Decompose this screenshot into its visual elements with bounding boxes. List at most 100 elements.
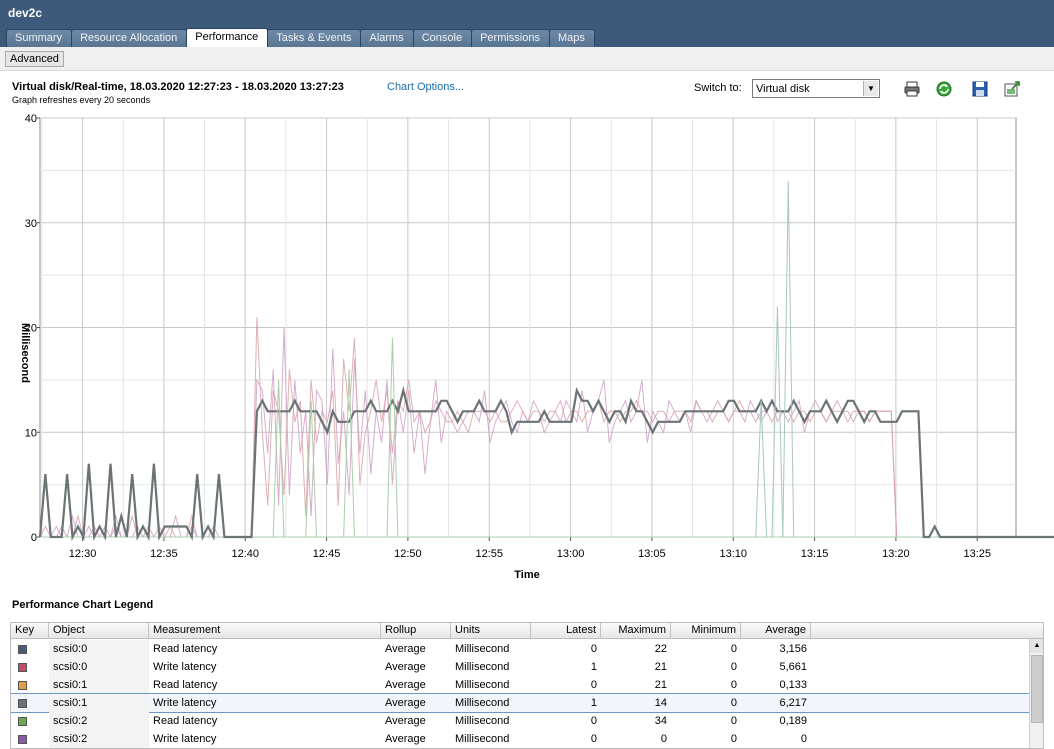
column-header-latest[interactable]: Latest <box>531 623 601 639</box>
legend-cell-latest: 1 <box>590 697 597 709</box>
tab-strip: Summary Resource Allocation Performance Tas… <box>6 28 595 47</box>
x-tick-label: 12:50 <box>394 548 422 560</box>
series-spike <box>782 180 795 538</box>
legend-row[interactable]: scsi0:0 Read latency Average Millisecond 0 22… <box>11 640 1029 658</box>
save-icon[interactable] <box>971 80 989 98</box>
legend-cell-object: scsi0:1 <box>49 694 149 712</box>
tab-permissions[interactable]: Permissions <box>471 29 550 47</box>
legend-title: Performance Chart Legend <box>12 599 154 611</box>
legend-cell-units: Millisecond <box>455 715 510 727</box>
column-header-minimum[interactable]: Minimum <box>671 623 741 639</box>
x-tick-label: 12:40 <box>231 548 259 560</box>
legend-cell-average: 0,133 <box>779 679 807 691</box>
legend-cell-latest: 0 <box>590 715 597 727</box>
column-header-key[interactable]: Key <box>11 623 49 639</box>
legend-row[interactable]: scsi0:2 Read latency Average Millisecond 0 34… <box>11 712 1029 730</box>
x-tick-label: 12:45 <box>313 548 341 560</box>
tab-summary[interactable]: Summary <box>6 29 73 47</box>
legend-cell-units: Millisecond <box>455 661 510 673</box>
tab-resource-allocation[interactable]: Resource Allocation <box>71 29 188 47</box>
legend-cell-object: scsi0:1 <box>49 676 149 694</box>
chart-title: Virtual disk/Real-time, 18.03.2020 12:27… <box>12 81 344 93</box>
series-line[interactable] <box>38 386 1054 541</box>
x-tick-label: 13:25 <box>963 548 991 560</box>
x-axis-label: Time <box>514 569 539 581</box>
legend-cell-minimum: 0 <box>730 733 737 745</box>
switch-to-label: Switch to: <box>694 82 742 94</box>
series-line[interactable] <box>39 316 1054 538</box>
y-tick-label: 40 <box>25 113 37 125</box>
legend-cell-maximum: 0 <box>660 733 667 745</box>
legend-cell-units: Millisecond <box>455 697 510 709</box>
column-header-object[interactable]: Object <box>49 623 149 639</box>
x-tick-label: 13:10 <box>719 548 747 560</box>
print-icon[interactable] <box>903 80 921 98</box>
column-header-maximum[interactable]: Maximum <box>601 623 671 639</box>
x-tick-label: 12:30 <box>69 548 97 560</box>
series-color-swatch <box>18 717 27 726</box>
column-header-units[interactable]: Units <box>451 623 531 639</box>
switch-to-value: Virtual disk <box>756 83 810 95</box>
legend-row[interactable]: scsi0:2 Write latency Average Millisecond 0 0… <box>11 730 1029 748</box>
legend-row[interactable]: scsi0:1 Write latency Average Millisecond 1 1… <box>11 693 1030 713</box>
legend-cell-object: scsi0:2 <box>49 712 149 730</box>
series-spike <box>272 379 285 538</box>
column-header-rollup[interactable]: Rollup <box>381 623 451 639</box>
column-header-average[interactable]: Average <box>741 623 811 639</box>
switch-to-select[interactable]: Virtual disk ▼ <box>752 79 880 98</box>
legend-cell-average: 0,189 <box>779 715 807 727</box>
performance-chart: 0 10 20 30 40 12:30 12:35 12:40 12:45 12:50 12:55… <box>19 113 1054 581</box>
legend-header: Key Object Measurement Rollup Units Latest Max… <box>11 623 1043 639</box>
legend-cell-average: 0 <box>800 733 807 745</box>
x-tick-label: 12:55 <box>475 548 503 560</box>
tab-maps[interactable]: Maps <box>548 29 595 47</box>
legend-scrollbar[interactable]: ▲ <box>1029 639 1043 748</box>
tab-alarms[interactable]: Alarms <box>360 29 414 47</box>
legend-cell-measurement: Read latency <box>153 643 218 655</box>
column-header-measurement[interactable]: Measurement <box>149 623 381 639</box>
legend-cell-maximum: 14 <box>654 697 667 709</box>
legend-cell-measurement: Read latency <box>153 679 218 691</box>
scroll-up-icon[interactable]: ▲ <box>1030 639 1043 653</box>
legend-cell-average: 6,217 <box>779 697 807 709</box>
x-tick-label: 13:20 <box>882 548 910 560</box>
advanced-button[interactable]: Advanced <box>5 51 64 67</box>
legend-cell-minimum: 0 <box>730 643 737 655</box>
y-tick-label: 10 <box>25 427 37 439</box>
y-tick-label: 30 <box>25 218 37 230</box>
scroll-thumb[interactable] <box>1031 655 1043 723</box>
legend-cell-latest: 0 <box>590 643 597 655</box>
legend-cell-measurement: Write latency <box>153 661 217 673</box>
series-spike <box>771 306 784 538</box>
chart-options-link[interactable]: Chart Options... <box>387 81 465 93</box>
x-tick-label: 13:05 <box>638 548 666 560</box>
legend-cell-minimum: 0 <box>730 697 737 709</box>
y-tick-label: 20 <box>25 323 37 335</box>
series-color-swatch <box>18 663 27 672</box>
legend-cell-units: Millisecond <box>455 733 510 745</box>
x-tick-label: 13:15 <box>801 548 829 560</box>
chevron-down-icon[interactable]: ▼ <box>863 81 878 96</box>
legend-cell-maximum: 34 <box>654 715 667 727</box>
chart-series <box>38 180 1054 541</box>
legend-cell-average: 3,156 <box>779 643 807 655</box>
legend-cell-rollup: Average <box>385 697 426 709</box>
export-icon[interactable] <box>1003 80 1021 98</box>
legend-cell-object: scsi0:2 <box>49 730 149 748</box>
refresh-icon[interactable] <box>935 80 953 98</box>
legend-row[interactable]: scsi0:0 Write latency Average Millisecond 1 2… <box>11 658 1029 676</box>
series-color-swatch <box>18 645 27 654</box>
legend-cell-maximum: 21 <box>654 661 667 673</box>
legend-cell-rollup: Average <box>385 715 426 727</box>
tab-performance[interactable]: Performance <box>186 28 269 47</box>
tab-console[interactable]: Console <box>412 29 473 47</box>
tab-tasks-events[interactable]: Tasks & Events <box>267 29 362 47</box>
series-line[interactable] <box>40 327 1054 539</box>
series-spike <box>305 400 318 538</box>
legend-cell-latest: 1 <box>590 661 597 673</box>
series-color-swatch <box>18 699 27 708</box>
legend-cell-object: scsi0:0 <box>49 640 149 658</box>
legend-cell-units: Millisecond <box>455 643 510 655</box>
legend-row[interactable]: scsi0:1 Read latency Average Millisecond 0 21… <box>11 676 1029 694</box>
y-axis-label: Millisecond <box>19 323 31 383</box>
